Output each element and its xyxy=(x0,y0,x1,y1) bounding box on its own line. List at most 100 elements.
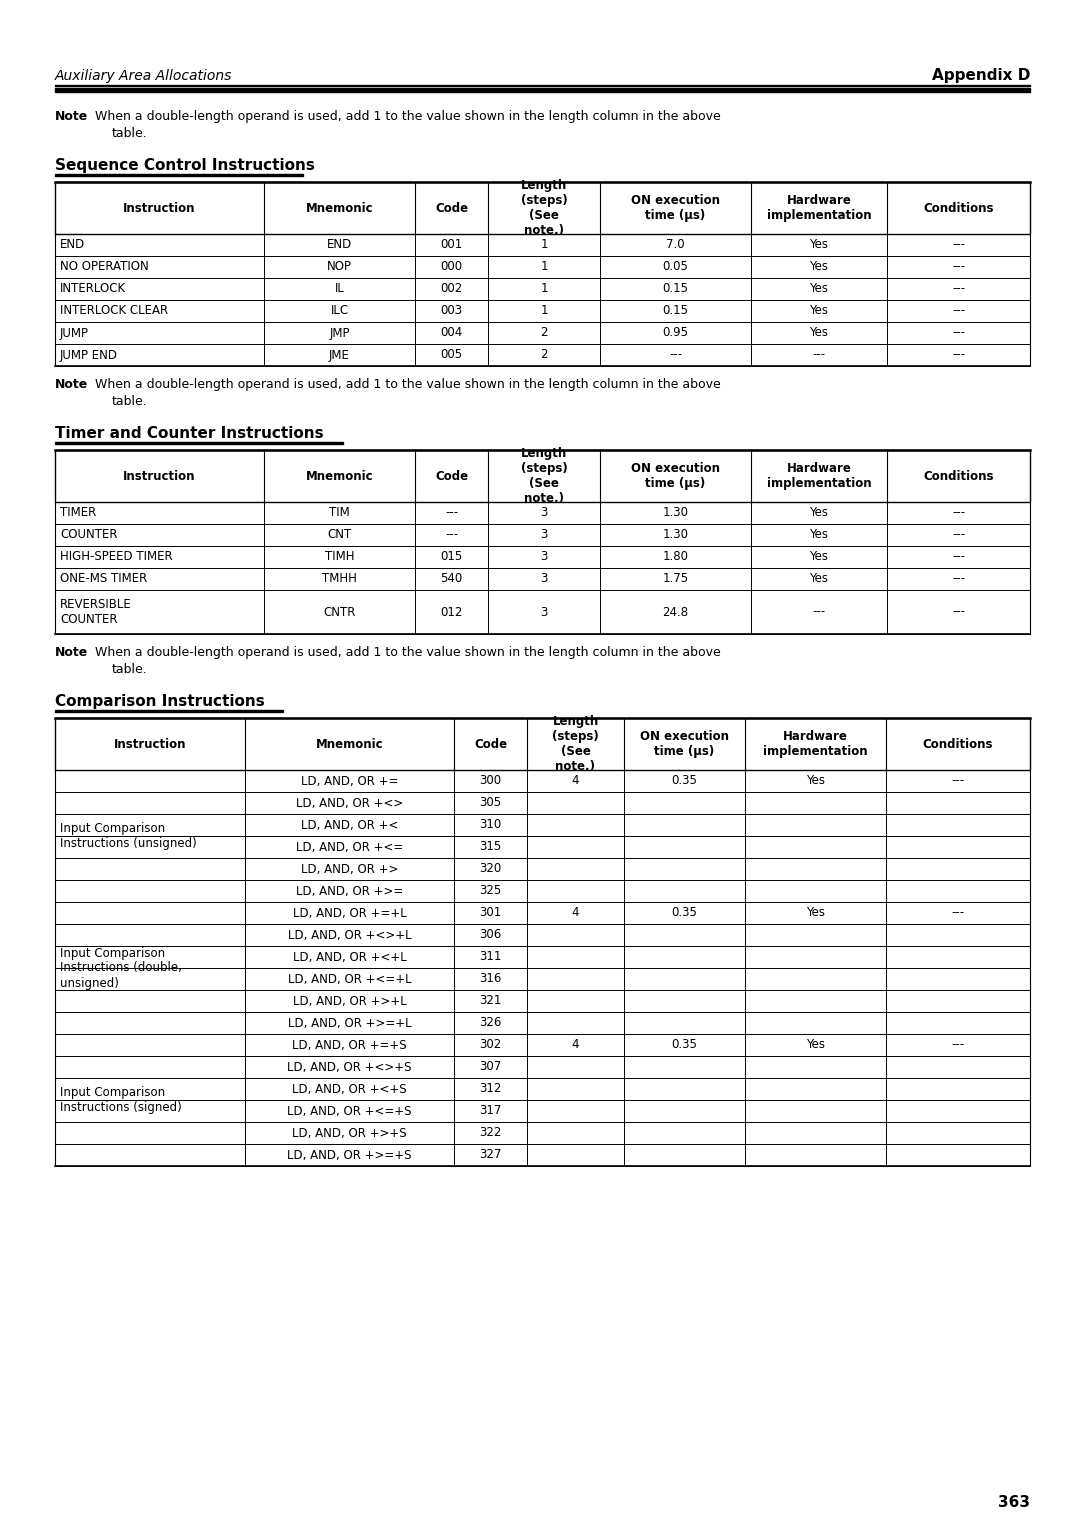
Text: 002: 002 xyxy=(441,283,462,295)
Text: END: END xyxy=(60,238,85,252)
Text: 300: 300 xyxy=(480,775,501,787)
Text: Yes: Yes xyxy=(806,775,825,787)
Text: 3: 3 xyxy=(540,506,548,520)
Text: INTERLOCK: INTERLOCK xyxy=(60,283,126,295)
Text: TIMH: TIMH xyxy=(325,550,354,564)
Text: 310: 310 xyxy=(480,819,501,831)
Text: Input Comparison
Instructions (double,
unsigned): Input Comparison Instructions (double, u… xyxy=(60,946,181,990)
Text: 1.30: 1.30 xyxy=(662,529,689,541)
Text: 4: 4 xyxy=(571,1039,579,1051)
Text: 321: 321 xyxy=(480,995,502,1007)
Text: LD, AND, OR +>=+S: LD, AND, OR +>=+S xyxy=(287,1149,411,1161)
Text: LD, AND, OR +<>+L: LD, AND, OR +<>+L xyxy=(287,929,411,941)
Text: TIM: TIM xyxy=(329,506,350,520)
Text: Auxiliary Area Allocations: Auxiliary Area Allocations xyxy=(55,69,232,83)
Text: Instruction: Instruction xyxy=(123,469,195,483)
Text: Hardware
implementation: Hardware implementation xyxy=(767,194,872,222)
Text: 012: 012 xyxy=(441,605,462,619)
Text: Yes: Yes xyxy=(806,1039,825,1051)
Text: ---: --- xyxy=(951,573,966,585)
Text: table.: table. xyxy=(112,127,148,141)
Text: 327: 327 xyxy=(480,1149,502,1161)
Text: Input Comparison
Instructions (signed): Input Comparison Instructions (signed) xyxy=(60,1086,181,1114)
Text: LD, AND, OR +=+L: LD, AND, OR +=+L xyxy=(293,906,406,920)
Bar xyxy=(55,89,1030,92)
Text: 2: 2 xyxy=(540,348,548,362)
Text: ON execution
time (µs): ON execution time (µs) xyxy=(631,461,720,490)
Text: JME: JME xyxy=(329,348,350,362)
Text: 363: 363 xyxy=(998,1494,1030,1510)
Text: ---: --- xyxy=(812,348,825,362)
Text: Yes: Yes xyxy=(810,283,828,295)
Text: ---: --- xyxy=(951,906,964,920)
Text: ---: --- xyxy=(445,529,458,541)
Text: LD, AND, OR +>+L: LD, AND, OR +>+L xyxy=(293,995,406,1007)
Text: LD, AND, OR +<=: LD, AND, OR +<= xyxy=(296,840,403,854)
Text: 325: 325 xyxy=(480,885,501,897)
Text: ON execution
time (µs): ON execution time (µs) xyxy=(631,194,720,222)
Text: Yes: Yes xyxy=(810,529,828,541)
Text: Length
(steps)
(See
note.): Length (steps) (See note.) xyxy=(552,715,599,773)
Text: 305: 305 xyxy=(480,796,501,810)
Text: Hardware
implementation: Hardware implementation xyxy=(764,730,868,758)
Text: Appendix D: Appendix D xyxy=(932,69,1030,83)
Text: 317: 317 xyxy=(480,1105,502,1117)
Text: Instruction: Instruction xyxy=(123,202,195,214)
Text: 015: 015 xyxy=(441,550,462,564)
Text: Length
(steps)
(See
note.): Length (steps) (See note.) xyxy=(521,448,567,504)
Text: Yes: Yes xyxy=(810,238,828,252)
Text: LD, AND, OR +<+S: LD, AND, OR +<+S xyxy=(293,1082,407,1096)
Text: LD, AND, OR +>=+L: LD, AND, OR +>=+L xyxy=(287,1016,411,1030)
Text: 005: 005 xyxy=(441,348,462,362)
Text: 311: 311 xyxy=(480,950,502,964)
Text: 3: 3 xyxy=(540,605,548,619)
Text: ---: --- xyxy=(951,775,964,787)
Text: 4: 4 xyxy=(571,775,579,787)
Text: When a double-length operand is used, add 1 to the value shown in the length col: When a double-length operand is used, ad… xyxy=(95,110,720,122)
Text: Yes: Yes xyxy=(806,906,825,920)
Text: COUNTER: COUNTER xyxy=(60,529,118,541)
Text: 000: 000 xyxy=(441,260,462,274)
Text: 307: 307 xyxy=(480,1060,501,1074)
Text: Hardware
implementation: Hardware implementation xyxy=(767,461,872,490)
Text: When a double-length operand is used, add 1 to the value shown in the length col: When a double-length operand is used, ad… xyxy=(95,646,720,659)
Text: ---: --- xyxy=(812,605,825,619)
Text: LD, AND, OR +<>: LD, AND, OR +<> xyxy=(296,796,403,810)
Text: TMHH: TMHH xyxy=(322,573,356,585)
Text: ---: --- xyxy=(951,327,966,339)
Text: ---: --- xyxy=(951,550,966,564)
Text: 1: 1 xyxy=(540,283,548,295)
Text: 0.15: 0.15 xyxy=(662,283,689,295)
Text: Instruction: Instruction xyxy=(113,738,186,750)
Text: HIGH-SPEED TIMER: HIGH-SPEED TIMER xyxy=(60,550,173,564)
Text: ---: --- xyxy=(445,506,458,520)
Text: 302: 302 xyxy=(480,1039,501,1051)
Text: When a double-length operand is used, add 1 to the value shown in the length col: When a double-length operand is used, ad… xyxy=(95,377,720,391)
Text: 0.05: 0.05 xyxy=(662,260,688,274)
Text: Length
(steps)
(See
note.): Length (steps) (See note.) xyxy=(521,179,567,237)
Text: LD, AND, OR +=+S: LD, AND, OR +=+S xyxy=(293,1039,407,1051)
Text: 315: 315 xyxy=(480,840,501,854)
Text: Timer and Counter Instructions: Timer and Counter Instructions xyxy=(55,426,324,442)
Text: 0.35: 0.35 xyxy=(672,775,698,787)
Text: Yes: Yes xyxy=(810,573,828,585)
Text: 306: 306 xyxy=(480,929,501,941)
Text: LD, AND, OR +>=: LD, AND, OR +>= xyxy=(296,885,403,897)
Text: 1: 1 xyxy=(540,260,548,274)
Text: Yes: Yes xyxy=(810,550,828,564)
Text: ---: --- xyxy=(951,238,966,252)
Text: LD, AND, OR +>+S: LD, AND, OR +>+S xyxy=(293,1126,407,1140)
Text: INTERLOCK CLEAR: INTERLOCK CLEAR xyxy=(60,304,168,318)
Text: Yes: Yes xyxy=(810,304,828,318)
Text: CNTR: CNTR xyxy=(323,605,355,619)
Text: 2: 2 xyxy=(540,327,548,339)
Text: Sequence Control Instructions: Sequence Control Instructions xyxy=(55,157,315,173)
Text: LD, AND, OR +<+L: LD, AND, OR +<+L xyxy=(293,950,406,964)
Text: 3: 3 xyxy=(540,573,548,585)
Text: Conditions: Conditions xyxy=(923,202,994,214)
Text: ON execution
time (µs): ON execution time (µs) xyxy=(640,730,729,758)
Text: ONE-MS TIMER: ONE-MS TIMER xyxy=(60,573,147,585)
Text: table.: table. xyxy=(112,663,148,675)
Text: 3: 3 xyxy=(540,550,548,564)
Text: Code: Code xyxy=(474,738,508,750)
